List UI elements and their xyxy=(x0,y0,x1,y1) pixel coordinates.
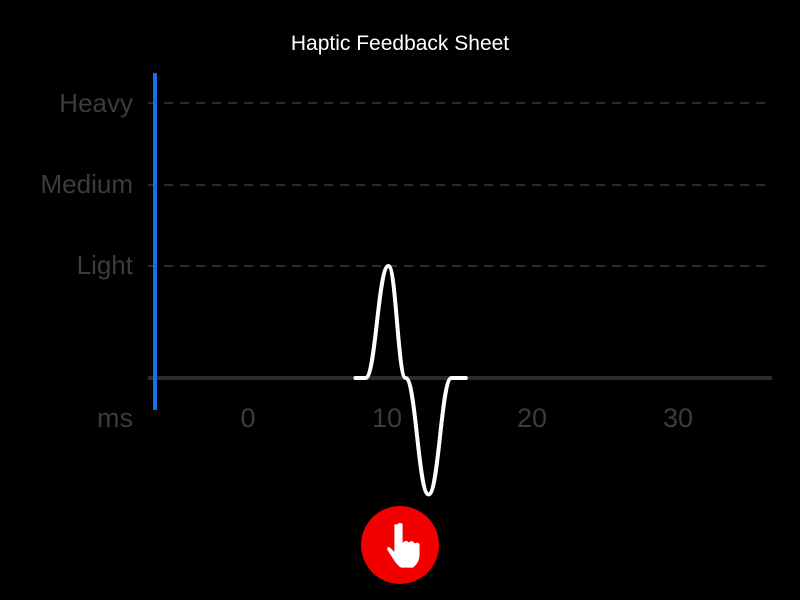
play-haptic-button[interactable] xyxy=(361,506,439,584)
y-tick-heavy: Heavy xyxy=(59,88,133,118)
waveform-line xyxy=(353,264,468,497)
x-tick-20: 20 xyxy=(517,403,547,433)
x-tick-10: 10 xyxy=(372,403,402,433)
y-tick-medium: Medium xyxy=(41,169,133,199)
page-title: Haptic Feedback Sheet xyxy=(290,32,510,55)
hand-pointer-icon xyxy=(386,522,421,569)
y-tick-light: Light xyxy=(77,250,134,280)
x-axis-label: ms xyxy=(97,403,133,433)
x-tick-0: 0 xyxy=(240,403,255,433)
x-tick-30: 30 xyxy=(663,403,693,433)
